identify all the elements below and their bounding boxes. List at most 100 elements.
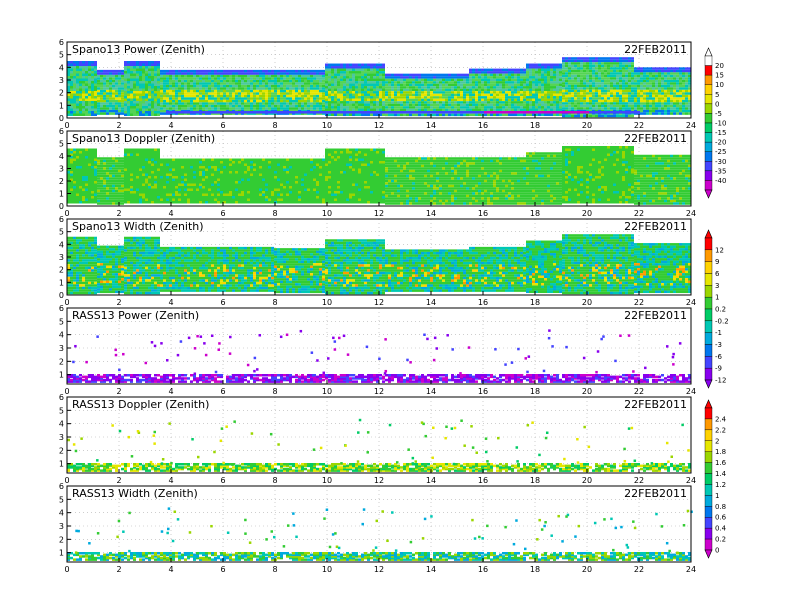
heatmap-cell [169, 107, 172, 110]
heatmap-cell [76, 103, 79, 106]
heatmap-cell [268, 74, 271, 78]
heatmap-cell [241, 69, 244, 73]
heatmap-cell [121, 189, 124, 193]
heatmap-cell [523, 106, 526, 109]
heatmap-cell [241, 99, 244, 103]
heatmap-cell [373, 108, 376, 112]
heatmap-cell [241, 79, 244, 83]
heatmap-cell [655, 112, 658, 115]
heatmap-cell [115, 159, 118, 163]
heatmap-cell [469, 108, 472, 112]
heatmap-cell [415, 78, 418, 82]
heatmap-cell [178, 89, 181, 93]
heatmap-cell [286, 104, 289, 108]
heatmap-cell [514, 113, 517, 117]
heatmap-cell [67, 201, 70, 204]
heatmap-cell [463, 106, 466, 109]
heatmap-cell [550, 108, 553, 112]
heatmap-cell [121, 182, 124, 185]
heatmap-cell [529, 113, 532, 117]
heatmap-cell [373, 68, 376, 72]
heatmap-cell [76, 101, 79, 104]
heatmap-cell [160, 109, 163, 113]
heatmap-cell [580, 107, 583, 110]
heatmap-cell [619, 87, 622, 90]
heatmap-cell [361, 76, 364, 79]
heatmap-cell [493, 88, 496, 92]
heatmap-cell [472, 91, 475, 94]
heatmap-cell [559, 83, 562, 87]
heatmap-cell [301, 79, 304, 83]
heatmap-cell [547, 103, 550, 107]
heatmap-cell [121, 109, 124, 113]
heatmap-cell [559, 101, 562, 104]
heatmap-cell [349, 113, 352, 117]
heatmap-cell [370, 73, 373, 77]
heatmap-cell [277, 89, 280, 93]
heatmap-cell [364, 98, 367, 102]
heatmap-cell [139, 191, 142, 194]
heatmap-cell [535, 111, 538, 114]
heatmap-cell [145, 71, 148, 74]
heatmap-cell [145, 81, 148, 84]
heatmap-cell [469, 98, 472, 102]
heatmap-cell [640, 97, 643, 100]
heatmap-cell [538, 91, 541, 94]
heatmap-cell [217, 74, 220, 78]
heatmap-cell [154, 158, 157, 161]
heatmap-cell [601, 59, 604, 63]
heatmap-cell [655, 67, 658, 70]
heatmap-cell [556, 98, 559, 102]
heatmap-cell [601, 92, 604, 95]
heatmap-cell [85, 71, 88, 74]
heatmap-cell [358, 91, 361, 94]
heatmap-cell [103, 102, 106, 105]
heatmap-cell [352, 81, 355, 84]
heatmap-cell [424, 83, 427, 87]
heatmap-cell [628, 67, 631, 70]
heatmap-cell [148, 183, 151, 186]
heatmap-cell [103, 202, 106, 205]
heatmap-cell [256, 87, 259, 90]
heatmap-cell [580, 104, 583, 108]
heatmap-cell [187, 97, 190, 100]
heatmap-cell [688, 97, 691, 100]
heatmap-cell [484, 98, 487, 102]
heatmap-cell [127, 101, 130, 104]
heatmap-cell [85, 86, 88, 89]
heatmap-cell [370, 111, 373, 114]
heatmap-cell [670, 77, 673, 80]
heatmap-cell [361, 108, 364, 112]
heatmap-cell [112, 157, 115, 160]
heatmap-cell [634, 102, 637, 105]
heatmap-cell [514, 68, 517, 72]
heatmap-cell [406, 111, 409, 114]
heatmap-cell [406, 108, 409, 112]
heatmap-cell [640, 72, 643, 75]
heatmap-cell [667, 99, 670, 103]
heatmap-cell [196, 82, 199, 85]
heatmap-cell [340, 101, 343, 104]
heatmap-cell [79, 71, 82, 74]
heatmap-cell [130, 83, 133, 86]
heatmap-cell [73, 171, 76, 174]
heatmap-cell [379, 81, 382, 84]
heatmap-cell [565, 94, 568, 98]
heatmap-cell [514, 96, 517, 99]
heatmap-cell [514, 71, 517, 74]
heatmap-cell [634, 84, 637, 88]
heatmap-cell [580, 84, 583, 88]
heatmap-cell [103, 187, 106, 190]
heatmap-cell [124, 173, 127, 176]
heatmap-cell [463, 103, 466, 107]
heatmap-cell [433, 76, 436, 79]
heatmap-cell [427, 98, 430, 102]
heatmap-cell [109, 157, 112, 160]
heatmap-cell [262, 99, 265, 103]
heatmap-cell [193, 94, 196, 98]
heatmap-cell [484, 86, 487, 89]
heatmap-cell [76, 113, 79, 116]
heatmap-cell [469, 78, 472, 82]
heatmap-cell [595, 59, 598, 63]
